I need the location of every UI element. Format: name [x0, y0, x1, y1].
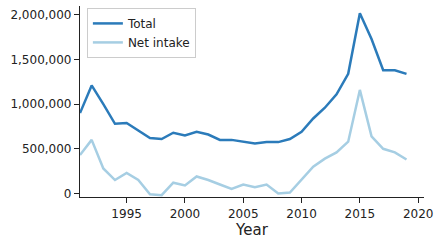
- svg-text:2000: 2000: [170, 207, 201, 221]
- svg-text:2,000,000: 2,000,000: [10, 8, 71, 22]
- svg-text:Year: Year: [235, 221, 269, 239]
- svg-text:Total: Total: [127, 17, 156, 31]
- svg-text:1,000,000: 1,000,000: [10, 97, 71, 111]
- svg-text:2015: 2015: [345, 207, 376, 221]
- svg-text:2020: 2020: [403, 207, 434, 221]
- svg-text:500,000: 500,000: [22, 142, 72, 156]
- svg-text:2010: 2010: [286, 207, 317, 221]
- svg-text:Net intake: Net intake: [128, 36, 190, 50]
- svg-text:1,500,000: 1,500,000: [10, 53, 71, 67]
- svg-text:2005: 2005: [228, 207, 259, 221]
- svg-text:0: 0: [64, 187, 72, 201]
- svg-text:1995: 1995: [111, 207, 142, 221]
